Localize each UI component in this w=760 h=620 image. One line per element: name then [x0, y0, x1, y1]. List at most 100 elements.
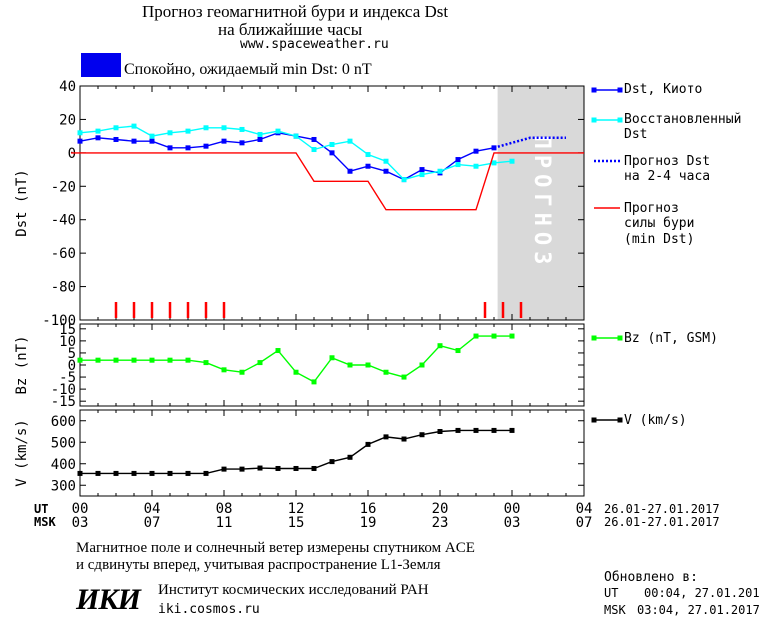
forecast-zone: [497, 86, 584, 320]
data-point: [311, 465, 317, 471]
series-line-1-0: [80, 335, 512, 383]
data-point: [185, 145, 191, 151]
x-tick-label-msk: 19: [360, 515, 377, 531]
x-tick-label-msk: 03: [504, 515, 521, 531]
data-point: [131, 138, 137, 144]
site-url[interactable]: www.spaceweather.ru: [240, 37, 389, 52]
data-point: [365, 362, 371, 368]
data-point: [185, 470, 191, 476]
data-point: [239, 140, 245, 146]
y-tick-label: 10: [59, 334, 76, 350]
date-range-msk: 26.01-27.01.2017: [604, 515, 720, 529]
data-point: [77, 470, 83, 476]
data-point: [113, 136, 119, 142]
data-point: [383, 158, 389, 164]
data-point: [95, 470, 101, 476]
data-point: [77, 357, 83, 363]
data-point: [95, 357, 101, 363]
data-point: [203, 470, 209, 476]
x-tick-label-msk: 11: [216, 515, 233, 531]
legend-forecast-2: на 2-4 часа: [624, 169, 711, 184]
data-point: [221, 125, 227, 131]
data-point: [473, 148, 479, 154]
data-point: [293, 133, 299, 139]
data-point: [491, 145, 497, 151]
legend-sample-marker: [591, 117, 597, 123]
data-point: [329, 142, 335, 147]
y-tick-label: 300: [51, 478, 76, 494]
data-point: [455, 348, 461, 354]
data-point: [473, 427, 479, 433]
y-tick-label: 0: [68, 146, 76, 162]
data-point: [455, 427, 461, 433]
data-point: [383, 434, 389, 440]
data-point: [95, 128, 101, 134]
data-point: [113, 125, 119, 131]
data-point: [131, 123, 137, 129]
y-tick-label: -40: [51, 213, 76, 229]
updated-label: Обновлено в:: [604, 570, 698, 585]
data-point: [221, 466, 227, 472]
legend-dst-restored-2: Dst: [624, 127, 648, 142]
date-range-ut: 26.01-27.01.2017: [604, 502, 720, 516]
x-tick-label-msk: 03: [72, 515, 89, 531]
legend-storm-2: силы бури: [624, 216, 695, 231]
legend-sample-marker: [617, 87, 623, 93]
x-tick-label-ut: 12: [288, 501, 305, 517]
data-point: [383, 369, 389, 375]
data-point: [401, 374, 407, 380]
data-point: [329, 150, 335, 156]
data-point: [185, 128, 191, 134]
legend-sample-marker: [617, 417, 623, 423]
legend-sample-marker: [591, 87, 597, 93]
x-tick-label-msk: 07: [144, 515, 161, 531]
x-tick-label-ut: 20: [432, 501, 449, 517]
status-text: Спокойно, ожидаемый min Dst: 0 nT: [124, 61, 372, 78]
legend-dst-restored-1: Восстановленный: [624, 112, 742, 127]
series-line-0-3: [71, 152, 584, 211]
y-tick-label: 40: [59, 79, 76, 95]
data-point: [257, 131, 263, 137]
data-point: [113, 470, 119, 476]
y-tick-label: 15: [59, 322, 76, 338]
data-point: [221, 138, 227, 144]
data-point: [347, 138, 353, 144]
data-point: [455, 162, 461, 168]
institute-site[interactable]: iki.cosmos.ru: [158, 602, 260, 617]
data-point: [203, 360, 209, 366]
legend-bz: Bz (nT, GSM): [624, 331, 718, 346]
data-point: [131, 357, 137, 363]
data-point: [257, 465, 263, 471]
updated-msk-label: MSK: [604, 603, 626, 617]
legend-dst-kyoto: Dst, Киото: [624, 82, 703, 97]
data-point: [311, 379, 317, 385]
updated-ut-label: UT: [604, 586, 619, 600]
data-point: [455, 157, 461, 163]
data-point: [293, 465, 299, 471]
msk-axis-label: MSK: [34, 515, 56, 529]
data-point: [491, 427, 497, 433]
data-point: [149, 133, 155, 139]
iki-logo: ИКИ: [76, 583, 141, 616]
y-tick-label: -60: [51, 246, 76, 262]
series-line-0-0: [79, 132, 495, 181]
data-point: [167, 145, 173, 151]
x-tick-label-ut: 08: [216, 501, 233, 517]
y-tick-label: -10: [51, 382, 76, 398]
legend-sample-marker: [591, 335, 597, 341]
y-tick-label: -100: [42, 313, 76, 329]
data-point: [167, 130, 173, 136]
data-point: [185, 357, 191, 363]
y-tick-label: 20: [59, 112, 76, 128]
data-point: [437, 343, 443, 349]
status-color-box: [81, 53, 121, 77]
footer-line1: Магнитное поле и солнечный ветер измерен…: [76, 540, 475, 556]
series-line-0-2: [493, 136, 566, 150]
y-tick-label: 600: [51, 414, 76, 430]
data-point: [149, 138, 155, 144]
data-point: [149, 357, 155, 363]
data-point: [491, 333, 497, 339]
data-point: [239, 369, 245, 375]
data-point: [167, 357, 173, 363]
